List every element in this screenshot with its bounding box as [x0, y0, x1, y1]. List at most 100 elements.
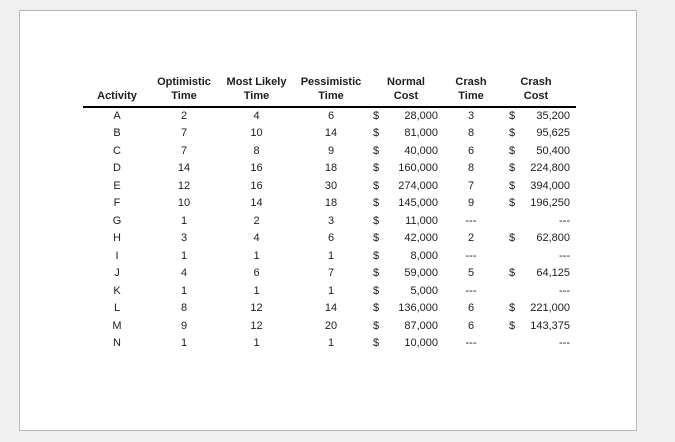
table-row: I 1 1 1 $8,000 --- ---: [83, 247, 576, 265]
most-likely-time-cell: 8: [253, 144, 260, 157]
amount-value: 64,125: [536, 267, 570, 280]
currency-symbol: $: [509, 110, 516, 123]
most-likely-time-cell: 1: [253, 284, 260, 297]
crash-cost-cell: $50,400: [496, 142, 576, 160]
optimistic-time-cell: 7: [180, 127, 188, 140]
amount-value: 143,375: [530, 319, 570, 332]
pessimistic-time-cell: 1: [327, 249, 335, 262]
most-likely-time-cell: 4: [253, 110, 260, 123]
table-row: A 2 4 6 $28,000 3 $35,200: [83, 107, 576, 125]
currency-symbol: $: [373, 162, 380, 175]
amount-value: 59,000: [404, 267, 438, 280]
header-optimistic-time: Optimistic Time: [151, 75, 217, 108]
crash-time-cell: 6: [467, 319, 475, 332]
amount-value: 196,250: [530, 197, 570, 210]
normal-cost-cell: $87,000: [366, 317, 446, 335]
most-likely-time-cell: 16: [250, 162, 263, 175]
header-normal-cost: Normal Cost: [366, 75, 446, 108]
optimistic-time-cell: 2: [180, 110, 188, 123]
crash-time-cell: 5: [467, 267, 475, 280]
pessimistic-time-cell: 18: [324, 162, 338, 175]
table-row: K 1 1 1 $5,000 --- ---: [83, 282, 576, 300]
currency-symbol: $: [373, 144, 380, 157]
crash-cost-cell: $35,200: [496, 107, 576, 125]
activity-cell: J: [114, 267, 120, 280]
pessimistic-time-cell: 6: [327, 110, 335, 123]
table-row: D 14 16 18 $160,000 8 $224,800: [83, 160, 576, 178]
amount-value: 40,000: [404, 144, 438, 157]
currency-symbol: $: [509, 162, 516, 175]
amount-value: 160,000: [398, 162, 438, 175]
table-row: E 12 16 30 $274,000 7 $394,000: [83, 177, 576, 195]
currency-symbol: $: [509, 302, 516, 315]
currency-symbol: $: [373, 337, 380, 350]
most-likely-time-cell: 12: [250, 302, 263, 315]
crash-time-cell: 7: [467, 179, 475, 192]
amount-value: 28,000: [404, 110, 438, 123]
activity-cell: A: [113, 110, 121, 123]
optimistic-time-cell: 3: [180, 232, 188, 245]
crash-time-cell: ---: [465, 249, 477, 262]
amount-value: 394,000: [530, 179, 570, 192]
currency-symbol: $: [373, 179, 380, 192]
normal-cost-cell: $28,000: [366, 107, 446, 125]
activity-cell: G: [112, 214, 122, 227]
activity-cell: I: [115, 249, 119, 262]
crash-time-cell: 8: [467, 127, 475, 140]
currency-symbol: $: [373, 284, 380, 297]
amount-value: 11,000: [405, 214, 438, 227]
normal-cost-cell: $59,000: [366, 265, 446, 283]
crash-cost-cell: ---: [559, 249, 570, 262]
header-crash-cost: Crash Cost: [496, 75, 576, 108]
table-row: G 1 2 3 $11,000 --- ---: [83, 212, 576, 230]
header-pessimistic-time: Pessimistic Time: [296, 75, 366, 108]
table-row: M 9 12 20 $87,000 6 $143,375: [83, 317, 576, 335]
currency-symbol: $: [509, 232, 516, 245]
amount-value: 5,000: [410, 284, 438, 297]
normal-cost-cell: $5,000: [366, 282, 446, 300]
optimistic-time-cell: 7: [180, 144, 188, 157]
most-likely-time-cell: 4: [253, 232, 260, 245]
optimistic-time-cell: 4: [180, 267, 188, 280]
amount-value: 224,800: [530, 162, 570, 175]
most-likely-time-cell: 16: [250, 179, 263, 192]
optimistic-time-cell: 9: [180, 319, 188, 332]
currency-symbol: $: [373, 110, 380, 123]
currency-symbol: $: [373, 197, 380, 210]
pessimistic-time-cell: 7: [327, 267, 335, 280]
currency-symbol: $: [509, 144, 516, 157]
table-row: C 7 8 9 $40,000 6 $50,400: [83, 142, 576, 160]
crash-cost-cell: ---: [559, 337, 570, 350]
pessimistic-time-cell: 9: [327, 144, 335, 157]
crash-cost-cell: $196,250: [496, 195, 576, 213]
most-likely-time-cell: 12: [250, 319, 263, 332]
pessimistic-time-cell: 20: [324, 319, 338, 332]
table-row: H 3 4 6 $42,000 2 $62,800: [83, 230, 576, 248]
activity-cell: E: [113, 179, 121, 192]
amount-value: 81,000: [404, 127, 438, 140]
table-row: N 1 1 1 $10,000 --- ---: [83, 335, 576, 353]
normal-cost-cell: $11,000: [366, 212, 446, 230]
normal-cost-cell: $145,000: [366, 195, 446, 213]
activity-cell: L: [113, 302, 121, 315]
amount-value: 10,000: [404, 337, 438, 350]
pessimistic-time-cell: 6: [327, 232, 335, 245]
amount-value: 87,000: [404, 319, 438, 332]
crash-time-cell: 3: [467, 110, 475, 123]
activity-cell: H: [113, 232, 121, 245]
most-likely-time-cell: 6: [253, 267, 260, 280]
optimistic-time-cell: 14: [177, 162, 191, 175]
crash-cost-cell: ---: [559, 284, 570, 297]
optimistic-time-cell: 1: [180, 284, 188, 297]
pessimistic-time-cell: 14: [324, 127, 338, 140]
amount-value: 50,400: [536, 144, 570, 157]
content-card: Activity Optimistic Time Most Likely Time …: [19, 10, 637, 431]
crash-time-cell: 6: [467, 302, 475, 315]
header-row: Activity Optimistic Time Most Likely Time …: [83, 75, 576, 108]
most-likely-time-cell: 1: [253, 337, 260, 350]
optimistic-time-cell: 8: [180, 302, 188, 315]
activity-crash-cost-table: Activity Optimistic Time Most Likely Time …: [83, 75, 576, 352]
table-row: F 10 14 18 $145,000 9 $196,250: [83, 195, 576, 213]
currency-symbol: $: [373, 249, 380, 262]
pessimistic-time-cell: 1: [327, 284, 335, 297]
